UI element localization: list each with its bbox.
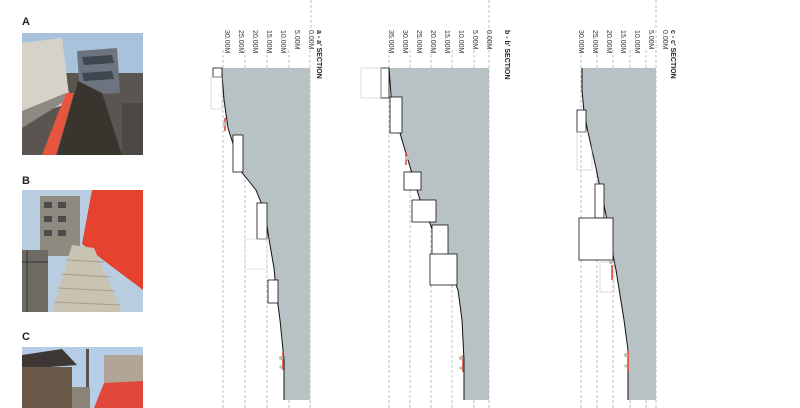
section-c-building-3: [578, 217, 614, 261]
photo-a-red-wall: [42, 93, 74, 155]
section-a-tick-1: 25.00M: [237, 30, 244, 54]
section-c-tick-1: 25.00M: [591, 30, 598, 54]
section-b-tick-5: 10.00M: [457, 30, 464, 54]
section-a: [210, 0, 312, 408]
photo-b: [22, 190, 143, 312]
section-a-building-4: [267, 279, 279, 304]
section-c-tick-5: 5.00M: [647, 30, 654, 50]
section-c-building-1: [576, 109, 587, 133]
section-c-tick-2: 20.00M: [605, 30, 612, 54]
section-b-tick-2: 25.00M: [415, 30, 422, 54]
photo-label-b: B: [22, 175, 30, 187]
section-a-ground: [222, 68, 310, 400]
section-b-tick-1: 30.00M: [401, 30, 408, 54]
section-b-tick-4: 15.00M: [443, 30, 450, 54]
section-c-tick-0: 30.00M: [577, 30, 584, 54]
photo-c: [22, 347, 143, 408]
section-b-tick-7: 0.00M: [485, 30, 492, 50]
photo-c-red-wall: [94, 381, 143, 408]
section-c: [576, 0, 657, 408]
section-b-building-6: [429, 253, 458, 286]
section-c-building-2: [594, 183, 605, 219]
photo-label-a: A: [22, 16, 30, 28]
section-b-building-4: [411, 199, 437, 223]
section-b-tick-0: 35.00M: [387, 30, 394, 54]
section-c-tick-4: 10.00M: [633, 30, 640, 54]
section-c-title: c - c' SECTION: [669, 30, 676, 79]
photo-a: [22, 33, 143, 155]
section-c-tick-3: 15.00M: [619, 30, 626, 54]
section-a-building-3: [256, 202, 268, 240]
section-b-tick-3: 20.00M: [429, 30, 436, 54]
section-a-tick-0: 30.00M: [223, 30, 230, 54]
section-c-ground: [582, 68, 656, 400]
section-b-title: b - b' SECTION: [503, 30, 510, 80]
section-c-tick-6: 0.00M: [661, 30, 668, 50]
section-a-tick-6: 0.00M: [307, 30, 314, 50]
section-a-tick-4: 10.00M: [279, 30, 286, 54]
section-a-tick-2: 20.00M: [251, 30, 258, 54]
section-b-building-5: [431, 224, 449, 256]
section-b-tick-6: 5.00M: [471, 30, 478, 50]
section-b: [360, 0, 490, 408]
section-b-building-2: [389, 96, 403, 134]
section-a-building-2: [232, 134, 244, 173]
section-a-title: a - a' SECTION: [315, 30, 322, 79]
photo-b-red-wall: [82, 190, 143, 290]
section-b-building-1: [380, 67, 390, 99]
section-a-building-1: [212, 67, 223, 78]
section-b-building-3: [403, 171, 422, 191]
section-a-tick-3: 15.00M: [265, 30, 272, 54]
photo-label-c: C: [22, 331, 30, 343]
section-a-tick-5: 5.00M: [293, 30, 300, 50]
